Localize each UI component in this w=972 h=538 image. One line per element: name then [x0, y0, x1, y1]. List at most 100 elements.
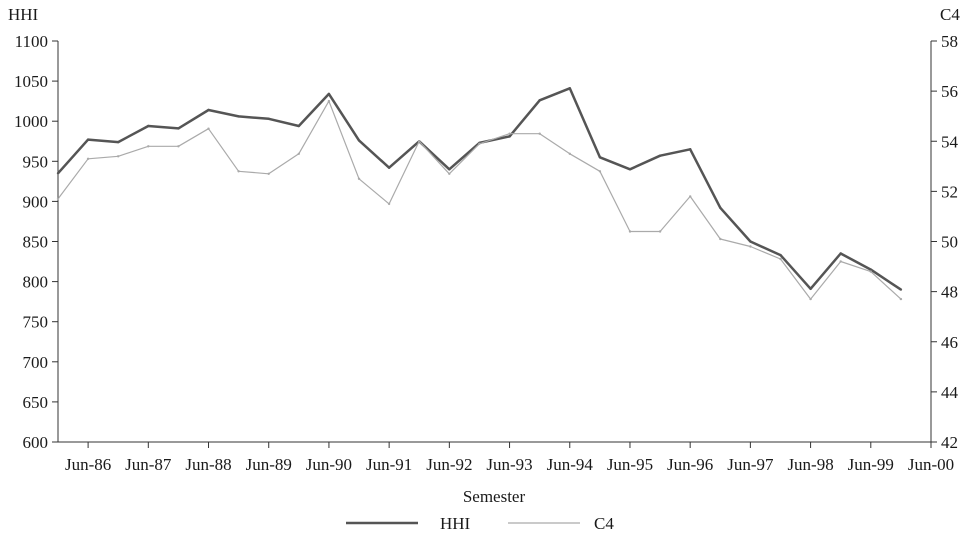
- x-axis-title: Semester: [463, 487, 526, 506]
- x-tick-label: Jun-94: [547, 455, 594, 474]
- data-point-c4: [418, 140, 421, 143]
- data-point-c4: [749, 245, 752, 248]
- x-tick-label: Jun-86: [65, 455, 111, 474]
- left-y-tick-label: 900: [23, 192, 49, 211]
- x-tick-label: Jun-96: [667, 455, 713, 474]
- data-point-c4: [207, 127, 210, 130]
- data-point-hhi: [809, 287, 812, 290]
- x-tick-label: Jun-93: [486, 455, 532, 474]
- data-point-c4: [899, 297, 903, 301]
- x-tick-label: Jun-97: [727, 455, 774, 474]
- data-point-c4: [809, 297, 812, 301]
- data-point-hhi: [839, 252, 842, 255]
- x-tick-label: Jun-95: [607, 455, 653, 474]
- right-y-tick-label: 44: [941, 383, 959, 402]
- right-y-tick-label: 46: [941, 333, 958, 352]
- left-y-tick-label: 1000: [14, 112, 48, 131]
- data-point-hhi: [56, 172, 60, 175]
- right-y-axis-title: C4: [940, 5, 960, 24]
- x-tick-label: Jun-98: [787, 455, 833, 474]
- data-point-c4: [327, 99, 331, 103]
- left-y-tick-label: 850: [23, 233, 49, 252]
- data-point-hhi: [327, 92, 331, 96]
- data-point-hhi: [387, 166, 391, 169]
- x-tick-label: Jun-00: [908, 455, 954, 474]
- data-point-c4: [719, 237, 722, 241]
- data-point-hhi: [237, 115, 240, 118]
- left-y-tick-label: 650: [23, 393, 49, 412]
- data-point-hhi: [899, 288, 903, 291]
- data-point-c4: [628, 230, 632, 233]
- data-point-c4: [86, 157, 90, 160]
- x-tick-label: Jun-92: [426, 455, 472, 474]
- data-point-c4: [147, 145, 150, 148]
- right-y-tick-label: 42: [941, 433, 958, 452]
- data-point-hhi: [719, 206, 722, 209]
- data-point-hhi: [448, 168, 451, 171]
- data-point-c4: [177, 145, 180, 148]
- data-point-c4: [598, 170, 602, 173]
- data-point-c4: [779, 257, 782, 261]
- data-point-hhi: [628, 168, 632, 171]
- data-point-c4: [658, 230, 662, 233]
- data-point-c4: [538, 132, 541, 135]
- left-y-tick-label: 800: [23, 273, 49, 292]
- left-y-tick-label: 950: [23, 152, 49, 171]
- data-point-c4: [478, 142, 481, 145]
- data-point-hhi: [658, 154, 662, 157]
- right-y-tick-label: 54: [941, 132, 959, 151]
- series-line-hhi: [57, 87, 902, 291]
- data-point-hhi: [147, 124, 150, 128]
- legend-label-hhi: HHI: [440, 514, 471, 533]
- data-point-c4: [267, 172, 270, 175]
- x-tick-label: Jun-88: [185, 455, 231, 474]
- left-y-tick-label: 1050: [14, 72, 48, 91]
- data-point-c4: [839, 260, 842, 263]
- data-point-hhi: [869, 268, 872, 271]
- x-tick-label: Jun-89: [246, 455, 292, 474]
- x-axis-ticks: Jun-86 Jun-87 Jun-88 Jun-89 Jun-90 Jun-91 Jun-…: [65, 442, 954, 474]
- left-y-tick-label: 750: [23, 313, 49, 332]
- data-point-hhi: [357, 139, 361, 142]
- data-point-c4: [869, 270, 872, 273]
- data-point-hhi: [508, 135, 511, 138]
- data-point-hhi: [568, 87, 571, 90]
- right-y-axis-ticks: 42 44 46 48 50 52 54 56 58: [931, 32, 959, 452]
- x-tick-label: Jun-90: [306, 455, 352, 474]
- x-tick-label: Jun-91: [366, 455, 412, 474]
- data-point-c4: [568, 152, 571, 155]
- right-y-tick-label: 48: [941, 283, 958, 302]
- left-y-axis-title: HHI: [8, 5, 39, 24]
- x-tick-label: Jun-87: [125, 455, 172, 474]
- data-point-c4: [689, 195, 692, 198]
- data-point-hhi: [598, 156, 602, 159]
- right-y-tick-label: 56: [941, 82, 958, 101]
- data-point-hhi: [779, 253, 782, 257]
- data-point-hhi: [267, 117, 270, 121]
- data-point-c4: [117, 155, 120, 158]
- axes: [57, 41, 932, 443]
- data-point-c4: [448, 172, 451, 175]
- data-point-hhi: [749, 240, 752, 243]
- data-point-hhi: [689, 148, 692, 151]
- data-point-hhi: [538, 99, 541, 102]
- legend: HHI C4: [346, 514, 614, 533]
- right-y-tick-label: 58: [941, 32, 958, 51]
- data-point-hhi: [177, 127, 180, 130]
- data-point-hhi: [86, 138, 90, 141]
- data-point-hhi: [117, 140, 120, 144]
- legend-label-c4: C4: [594, 514, 614, 533]
- data-point-hhi: [207, 108, 210, 112]
- right-y-tick-label: 52: [941, 182, 958, 201]
- right-y-tick-label: 50: [941, 233, 958, 252]
- data-point-hhi: [297, 124, 300, 128]
- data-point-c4: [508, 132, 511, 135]
- series-line-c4: [57, 100, 902, 300]
- data-point-c4: [387, 202, 391, 206]
- series-layer: [56, 87, 903, 301]
- left-y-axis-ticks: 600 650 700 750 800 850 900 950 1000 1050 1100: [14, 32, 58, 452]
- left-y-tick-label: 1100: [15, 32, 48, 51]
- left-y-tick-label: 600: [23, 433, 49, 452]
- data-point-c4: [237, 170, 240, 173]
